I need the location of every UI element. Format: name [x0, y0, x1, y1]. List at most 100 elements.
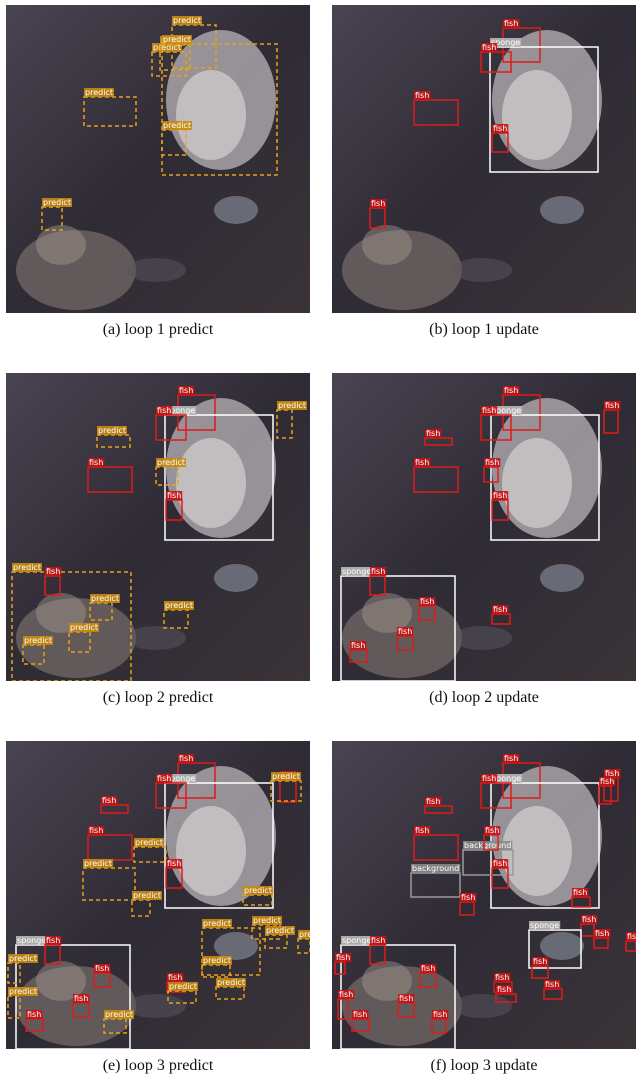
box-label: predict	[165, 601, 193, 610]
box-label: fish	[168, 973, 182, 982]
box-label: fish	[371, 199, 385, 208]
box-label: fish	[461, 893, 475, 902]
background-photo	[6, 373, 310, 681]
box-label: fish	[89, 826, 103, 835]
box-label: predict	[98, 426, 126, 435]
caption: (b) loop 1 update	[332, 321, 636, 339]
box-label: fish	[493, 859, 507, 868]
box-label: predict	[203, 919, 231, 928]
box-label: fish	[336, 953, 350, 962]
box-label: fish	[485, 458, 499, 467]
box-label: fish	[371, 936, 385, 945]
box-label: predict	[70, 623, 98, 632]
box-label: predict	[9, 987, 37, 996]
box-label: fish	[74, 994, 88, 1003]
box-label: predict	[217, 978, 245, 987]
caption: (e) loop 3 predict	[6, 1057, 310, 1075]
box-label: fish	[157, 406, 171, 415]
box-label: fish	[485, 826, 499, 835]
caption: (c) loop 2 predict	[6, 689, 310, 707]
box-label: predict	[13, 563, 41, 572]
box-label: fish	[351, 641, 365, 650]
box-label: fish	[415, 458, 429, 467]
box-label: fish	[167, 859, 181, 868]
box-label: predict	[105, 1010, 133, 1019]
box-label: fish	[89, 458, 103, 467]
box-label: sponge	[342, 936, 371, 945]
box-label: fish	[421, 964, 435, 973]
box-label: fish	[504, 754, 518, 763]
box-label: fish	[600, 777, 614, 786]
box-label: predict	[163, 35, 191, 44]
box-label: fish	[157, 774, 171, 783]
box-label: fish	[339, 990, 353, 999]
box-label: sponge	[530, 921, 559, 930]
box-label: predict	[135, 838, 163, 847]
box-label: predict	[85, 88, 113, 97]
box-label: fish	[533, 957, 547, 966]
panel-image: predictpredictpredictpredictpredictpredi…	[6, 5, 310, 313]
box-label: fish	[426, 429, 440, 438]
box-label: fish	[415, 91, 429, 100]
box-label: predict	[24, 636, 52, 645]
box-label: fish	[504, 19, 518, 28]
box-label: predict	[272, 772, 300, 781]
box-label: fish	[371, 567, 385, 576]
box-label: fish	[426, 797, 440, 806]
box-label: background	[412, 864, 459, 873]
box-label: fish	[493, 124, 507, 133]
caption: (d) loop 2 update	[332, 689, 636, 707]
box-label: predict	[278, 401, 306, 410]
box-label: fish	[627, 932, 636, 941]
box-label: fish	[179, 754, 193, 763]
caption: (a) loop 1 predict	[6, 321, 310, 339]
box-label: fish	[595, 929, 609, 938]
box-label: fish	[415, 826, 429, 835]
box-label: fish	[398, 627, 412, 636]
box-label: predict	[91, 594, 119, 603]
box-label: predict	[244, 886, 272, 895]
box-label: predict	[173, 16, 201, 25]
box-label: predict	[43, 198, 71, 207]
box-label: predict	[84, 859, 112, 868]
box-label: fish	[102, 796, 116, 805]
background-photo	[332, 373, 636, 681]
box-label: predict	[133, 891, 161, 900]
page: {"panels": [ {"caption": "(a) loop 1 pre…	[0, 0, 636, 1085]
box-label: predict	[299, 930, 310, 939]
box-label: fish	[482, 43, 496, 52]
box-label: fish	[605, 401, 619, 410]
box-label: fish	[582, 915, 596, 924]
box-label: predict	[266, 926, 294, 935]
box-label: fish	[95, 964, 109, 973]
box-label: fish	[27, 1010, 41, 1019]
box-label: fish	[179, 386, 193, 395]
box-label: fish	[46, 567, 60, 576]
box-label: predict	[163, 121, 191, 130]
caption: (f) loop 3 update	[332, 1057, 636, 1075]
box-label: fish	[495, 973, 509, 982]
box-label: fish	[493, 605, 507, 614]
box-label: background	[464, 841, 511, 850]
panel-image: fishspongefishfishfishfishfishbackground…	[332, 741, 636, 1049]
background-photo	[332, 741, 636, 1049]
panel-image: fishspongefishfishfishfishfishfishsponge…	[332, 373, 636, 681]
box-label: fish	[482, 774, 496, 783]
box-label: predict	[169, 982, 197, 991]
box-label: fish	[493, 491, 507, 500]
box-label: fish	[167, 491, 181, 500]
box-label: fish	[46, 936, 60, 945]
box-label: predict	[9, 954, 37, 963]
panel-image: fishspongefishfishpredictfishfishpredict…	[6, 741, 310, 1049]
box-label: predict	[203, 956, 231, 965]
box-label: predict	[157, 458, 185, 467]
box-label: sponge	[342, 567, 371, 576]
box-label: fish	[482, 406, 496, 415]
box-label: fish	[573, 888, 587, 897]
box-label: fish	[420, 597, 434, 606]
box-label: fish	[353, 1010, 367, 1019]
box-label: fish	[497, 985, 511, 994]
box-label: fish	[545, 980, 559, 989]
